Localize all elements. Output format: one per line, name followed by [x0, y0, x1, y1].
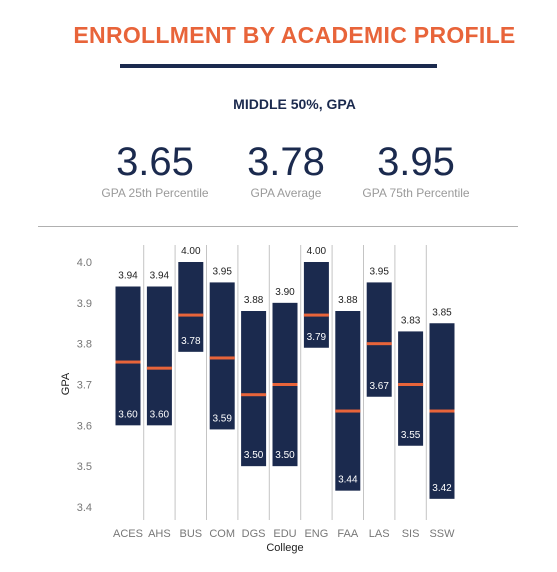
y-tick-label: 3.5 [77, 461, 92, 473]
low-value-label: 3.79 [307, 332, 327, 343]
range-bar [241, 311, 267, 467]
low-value-label: 3.60 [150, 409, 170, 420]
stat-value: 3.95 [377, 140, 455, 184]
average-marker [178, 313, 204, 317]
range-bar [366, 282, 392, 397]
high-value-label: 3.95 [212, 266, 232, 277]
x-axis-label: College [266, 542, 303, 554]
y-axis-label: GPA [60, 372, 72, 395]
stat-label: GPA 75th Percentile [362, 186, 470, 200]
high-value-label: 3.83 [401, 315, 421, 326]
stat-value: 3.78 [247, 140, 325, 184]
y-tick-label: 3.7 [77, 380, 92, 392]
x-tick-label: BUS [179, 528, 202, 540]
x-tick-label: AHS [148, 528, 171, 540]
low-value-label: 3.42 [432, 483, 452, 494]
average-marker [303, 313, 329, 317]
average-marker [146, 366, 172, 370]
title-underline [120, 64, 437, 68]
low-value-label: 3.67 [369, 381, 389, 392]
x-tick-label: SSW [429, 528, 455, 540]
x-tick-label: ENG [304, 528, 328, 540]
y-tick-label: 4.0 [77, 257, 92, 269]
x-tick-label: ACES [113, 528, 143, 540]
high-value-label: 3.90 [275, 287, 295, 298]
x-tick-label: FAA [337, 528, 358, 540]
x-tick-label: DGS [242, 528, 266, 540]
y-tick-label: 3.8 [77, 339, 92, 351]
low-value-label: 3.50 [275, 450, 295, 461]
low-value-label: 3.50 [244, 450, 264, 461]
x-tick-label: EDU [273, 528, 296, 540]
high-value-label: 3.85 [432, 307, 452, 318]
x-tick-label: SIS [402, 528, 420, 540]
range-bar [398, 331, 424, 446]
high-value-label: 3.94 [118, 271, 138, 282]
range-bar [209, 282, 235, 430]
high-value-label: 4.00 [307, 246, 327, 257]
average-marker [366, 342, 392, 346]
range-bar [115, 286, 141, 426]
average-marker [241, 393, 267, 397]
stat-gpa-75th: 3.95 GPA 75th Percentile [355, 140, 477, 200]
average-marker [398, 383, 424, 386]
low-value-label: 3.59 [212, 413, 232, 424]
low-value-label: 3.44 [338, 475, 358, 486]
x-tick-label: LAS [369, 528, 390, 540]
section-divider [38, 226, 518, 227]
range-bar [146, 286, 172, 426]
average-marker [209, 356, 235, 360]
high-value-label: 3.94 [150, 271, 170, 282]
low-value-label: 3.78 [181, 336, 201, 347]
stat-label: GPA Average [250, 186, 322, 200]
low-value-label: 3.55 [401, 430, 421, 441]
high-value-label: 3.88 [244, 295, 264, 306]
stat-label: GPA 25th Percentile [101, 186, 209, 200]
low-value-label: 3.60 [118, 409, 138, 420]
x-tick-label: COM [209, 528, 235, 540]
average-marker [429, 409, 455, 413]
high-value-label: 4.00 [181, 246, 201, 257]
page-title: ENROLLMENT BY ACADEMIC PROFILE [73, 22, 516, 48]
range-bar [303, 262, 329, 348]
high-value-label: 3.95 [369, 266, 389, 277]
stat-value: 3.65 [116, 140, 194, 184]
range-bar [335, 311, 361, 491]
stat-gpa-average: 3.78 GPA Average [236, 140, 336, 200]
chart-subtitle: MIDDLE 50%, GPA [233, 96, 356, 112]
average-marker [272, 383, 298, 386]
average-marker [115, 360, 141, 364]
y-tick-label: 3.6 [77, 420, 92, 432]
y-tick-label: 3.9 [77, 298, 92, 310]
stat-gpa-25th: 3.65 GPA 25th Percentile [96, 140, 214, 200]
range-bar [178, 262, 204, 352]
average-marker [335, 409, 361, 413]
y-tick-label: 3.4 [77, 502, 92, 514]
high-value-label: 3.88 [338, 295, 358, 306]
